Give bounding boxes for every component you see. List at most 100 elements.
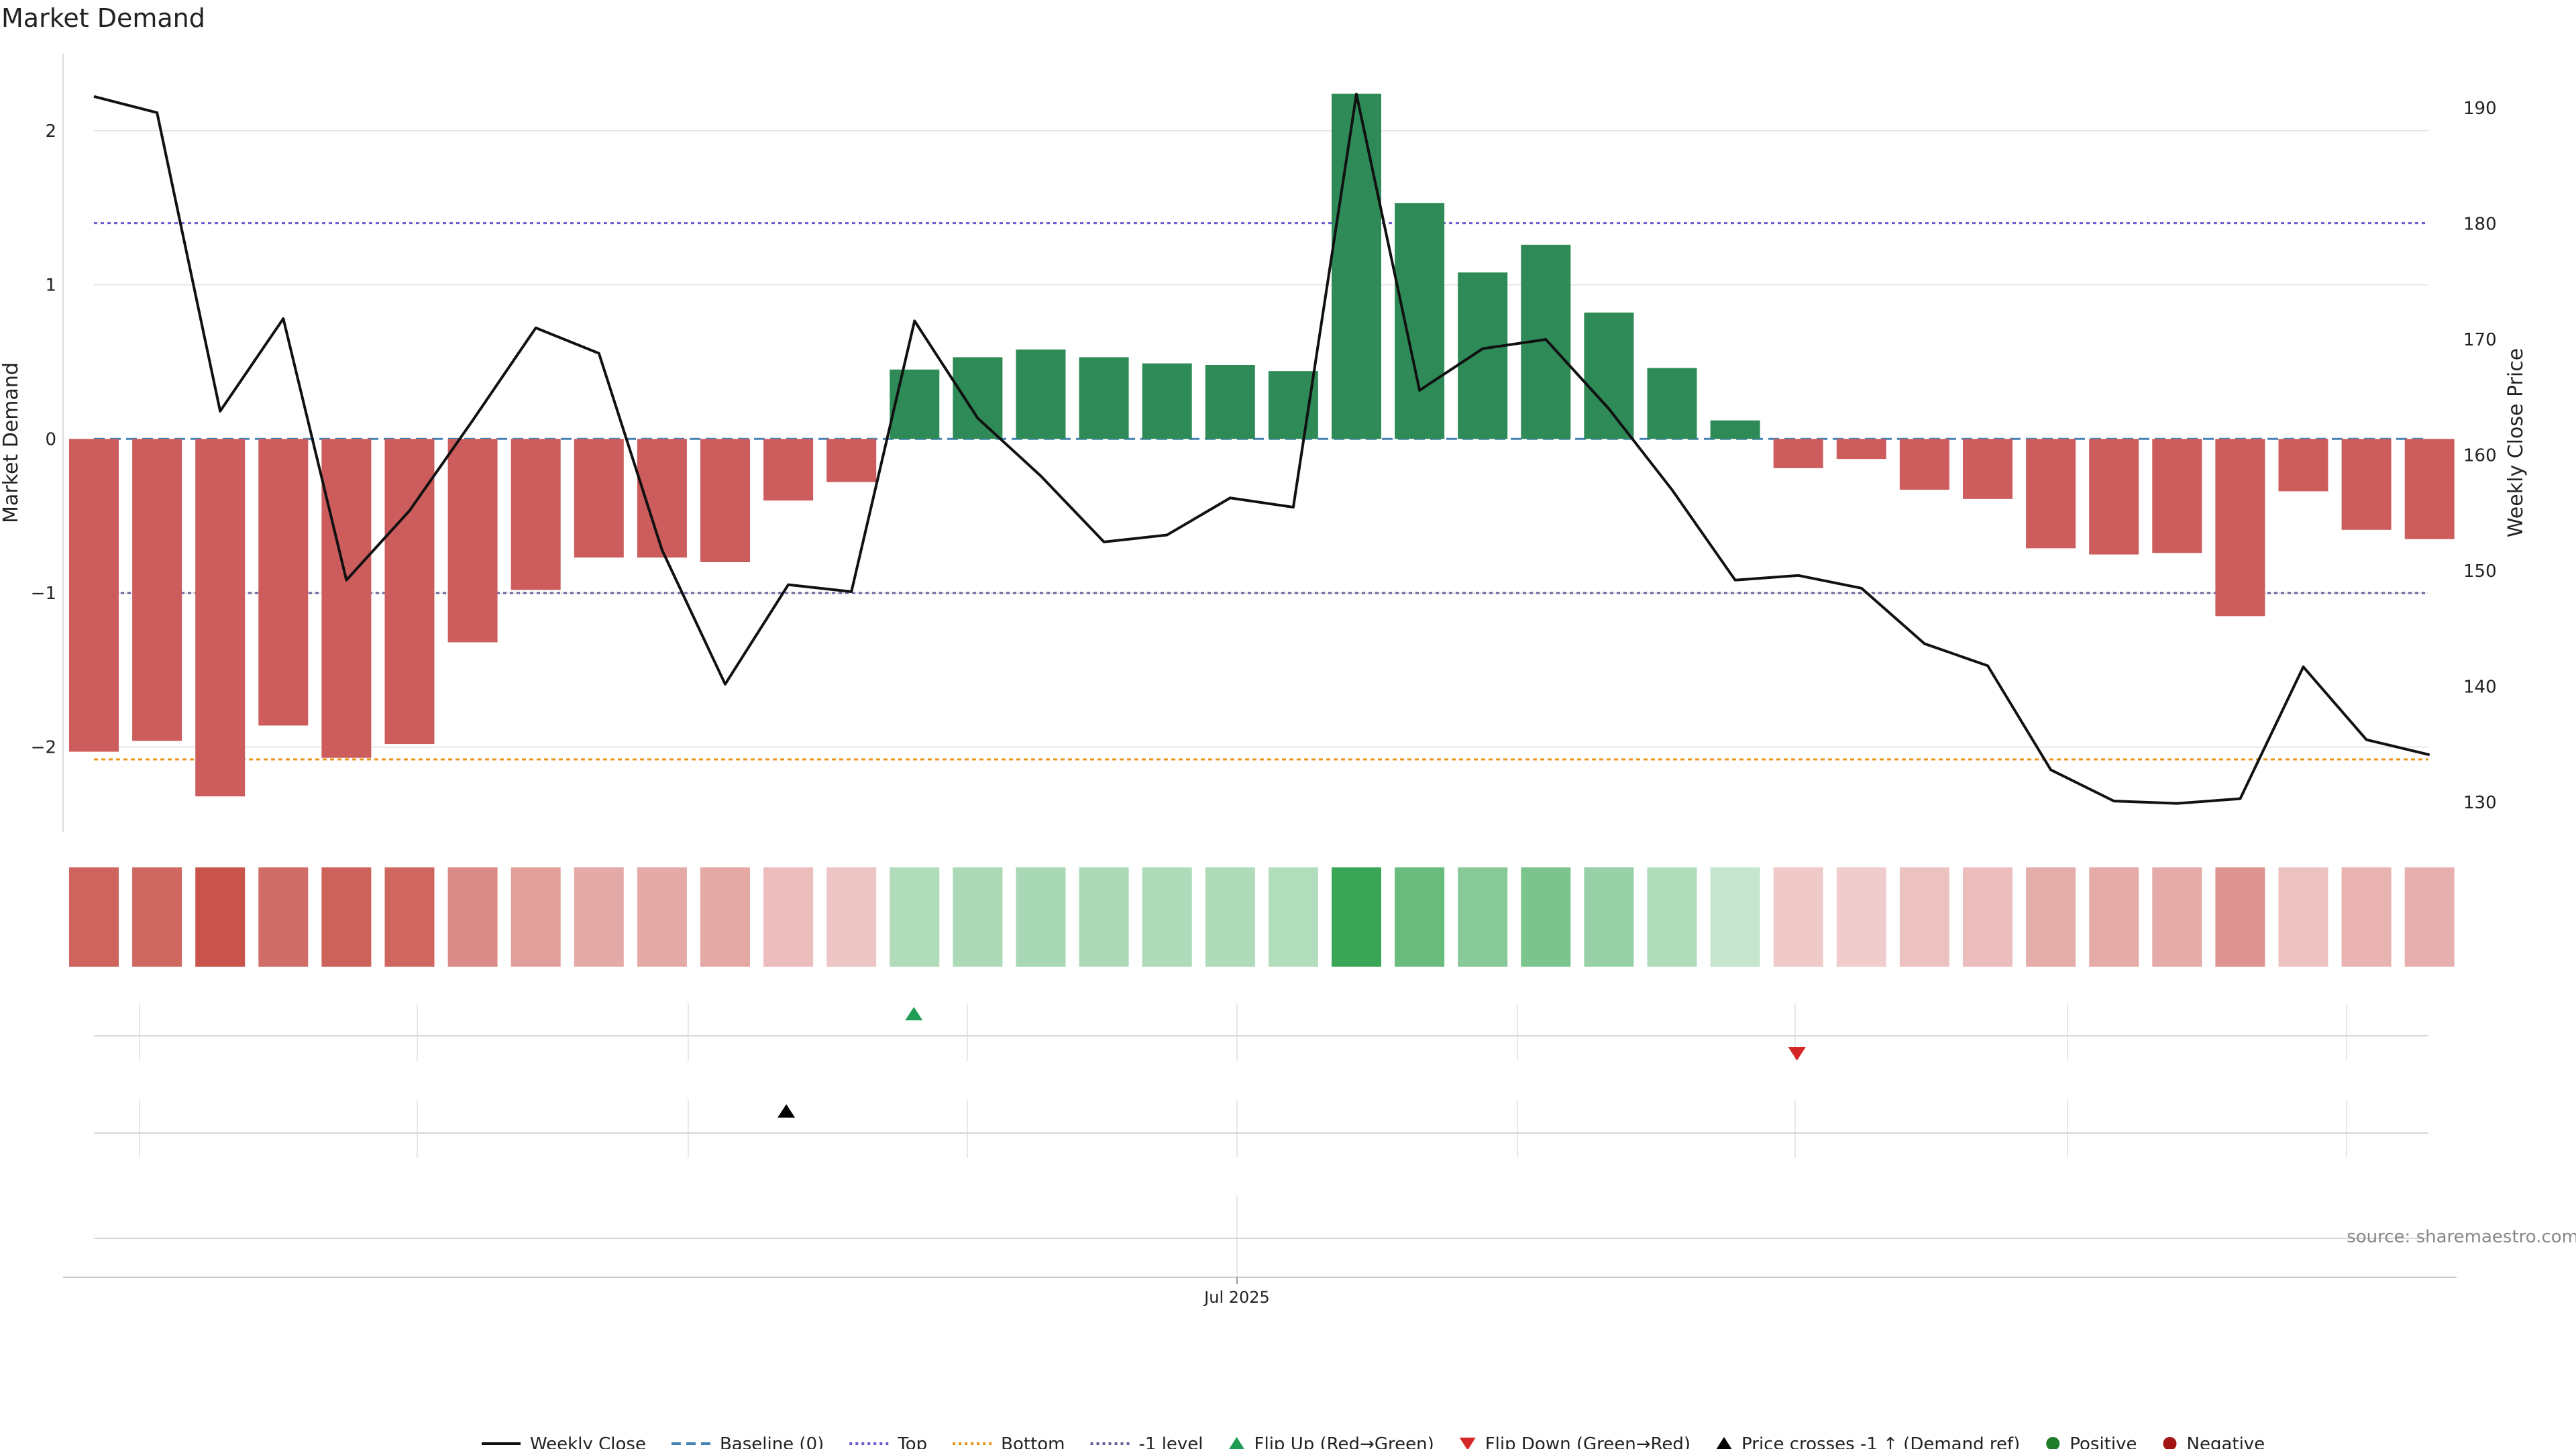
legend-item: Flip Down (Green→Red) — [1459, 1434, 1690, 1449]
y2-tick-label: 150 — [2463, 561, 2497, 582]
demand-bar — [2026, 439, 2076, 549]
y-ticks: 2 1 0 −1 −2 — [31, 121, 56, 758]
heat-cell — [384, 867, 435, 967]
y-axis-label: Market Demand — [0, 362, 23, 523]
legend-item: Weekly Close — [482, 1434, 646, 1449]
heat-cell — [1268, 867, 1318, 967]
legend-label: -1 level — [1139, 1434, 1203, 1449]
demand-bar — [2089, 439, 2139, 555]
legend-item: Bottom — [953, 1434, 1065, 1449]
price-cross-marker — [777, 1104, 796, 1118]
source-note: source: sharemaestro.com — [2347, 1227, 2576, 1247]
heat-cell — [2215, 867, 2265, 967]
y-tick-label: 0 — [45, 429, 56, 449]
legend-item: Baseline (0) — [671, 1434, 824, 1449]
y-tick-label: 2 — [45, 121, 56, 142]
heat-cell — [2404, 867, 2455, 967]
heat-cell — [1205, 867, 1255, 967]
y2-tick-label: 170 — [2463, 330, 2497, 350]
demand-bar — [700, 439, 750, 563]
demand-bar — [2278, 439, 2328, 492]
heat-cell — [953, 867, 1003, 967]
flip-down-marker — [1788, 1047, 1806, 1061]
legend-swatch — [1716, 1437, 1732, 1449]
heat-cell — [826, 867, 877, 967]
heat-cell — [2152, 867, 2202, 967]
legend-swatch — [2163, 1437, 2177, 1449]
heat-cell — [1016, 867, 1066, 967]
legend-label: Bottom — [1001, 1434, 1065, 1449]
y2-tick-label: 140 — [2463, 677, 2497, 697]
heat-cell — [1584, 867, 1634, 967]
demand-bar — [2341, 439, 2392, 530]
y2-tick-label: 180 — [2463, 215, 2497, 235]
demand-bar — [1332, 93, 1381, 439]
heat-cell — [1773, 867, 1823, 967]
heat-cell — [1899, 867, 1949, 967]
demand-bar — [511, 439, 561, 590]
demand-bars — [69, 93, 2455, 797]
demand-bar — [258, 439, 309, 726]
heat-cell — [132, 867, 182, 967]
demand-bar — [826, 439, 877, 482]
legend-item: -1 level — [1090, 1434, 1203, 1449]
demand-bar — [1079, 357, 1129, 439]
heat-cell — [1458, 867, 1508, 967]
flip-up-marker — [905, 1007, 923, 1020]
y2-tick-label: 160 — [2463, 445, 2497, 466]
heat-cell — [1647, 867, 1697, 967]
weekly-close-line — [93, 93, 2430, 805]
heat-cell — [258, 867, 309, 967]
legend-swatch — [1459, 1438, 1476, 1449]
heat-cell — [574, 867, 624, 967]
demand-heat-strip — [69, 867, 2455, 967]
demand-bar — [1836, 439, 1886, 460]
x-tick-label: Jul 2025 — [1203, 1288, 1270, 1307]
legend-label: Price crosses -1 ↑ (Demand ref) — [1741, 1434, 2020, 1449]
y2-ticks: 190 180 170 160 150 140 130 — [2463, 99, 2497, 813]
y-tick-label: −2 — [31, 738, 56, 758]
demand-bar — [1710, 420, 1760, 439]
demand-bar — [890, 369, 940, 439]
legend-item: Negative — [2163, 1434, 2265, 1449]
demand-bar — [1268, 371, 1318, 439]
legend-label: Top — [897, 1434, 927, 1449]
heat-cell — [1521, 867, 1571, 967]
event-panels — [94, 1004, 2428, 1277]
demand-bar — [763, 439, 814, 501]
y-tick-label: 1 — [45, 276, 56, 296]
heat-cell — [1836, 867, 1886, 967]
heat-cell — [321, 867, 372, 967]
heat-cell — [1142, 867, 1192, 967]
heat-cell — [2026, 867, 2076, 967]
heat-cell — [1710, 867, 1760, 967]
demand-bar — [1773, 439, 1823, 468]
heat-cell — [195, 867, 246, 967]
heat-cell — [1079, 867, 1129, 967]
legend-item: Top — [849, 1434, 927, 1449]
demand-bar — [2152, 439, 2202, 553]
y2-tick-label: 130 — [2463, 793, 2497, 813]
heat-cell — [890, 867, 940, 967]
heat-cell — [511, 867, 561, 967]
demand-bar — [2215, 439, 2265, 616]
weekly-close-series — [93, 93, 2430, 805]
demand-bar — [1584, 312, 1634, 439]
demand-bar — [953, 357, 1003, 439]
heat-cell — [637, 867, 687, 967]
legend-item: Positive — [2046, 1434, 2137, 1449]
legend-item: Flip Up (Red→Green) — [1229, 1434, 1434, 1449]
demand-bar — [195, 439, 246, 797]
legend-label: Weekly Close — [530, 1434, 646, 1449]
heat-cell — [1963, 867, 2012, 967]
heat-cell — [1332, 867, 1381, 967]
legend-label: Flip Down (Green→Red) — [1485, 1434, 1690, 1449]
demand-bar — [1458, 272, 1508, 439]
demand-bar — [1142, 363, 1192, 439]
demand-bar — [1647, 368, 1697, 439]
demand-bar — [1016, 350, 1066, 439]
legend-item: Price crosses -1 ↑ (Demand ref) — [1716, 1434, 2020, 1449]
demand-bar — [1899, 439, 1949, 490]
legend-label: Flip Up (Red→Green) — [1254, 1434, 1434, 1449]
